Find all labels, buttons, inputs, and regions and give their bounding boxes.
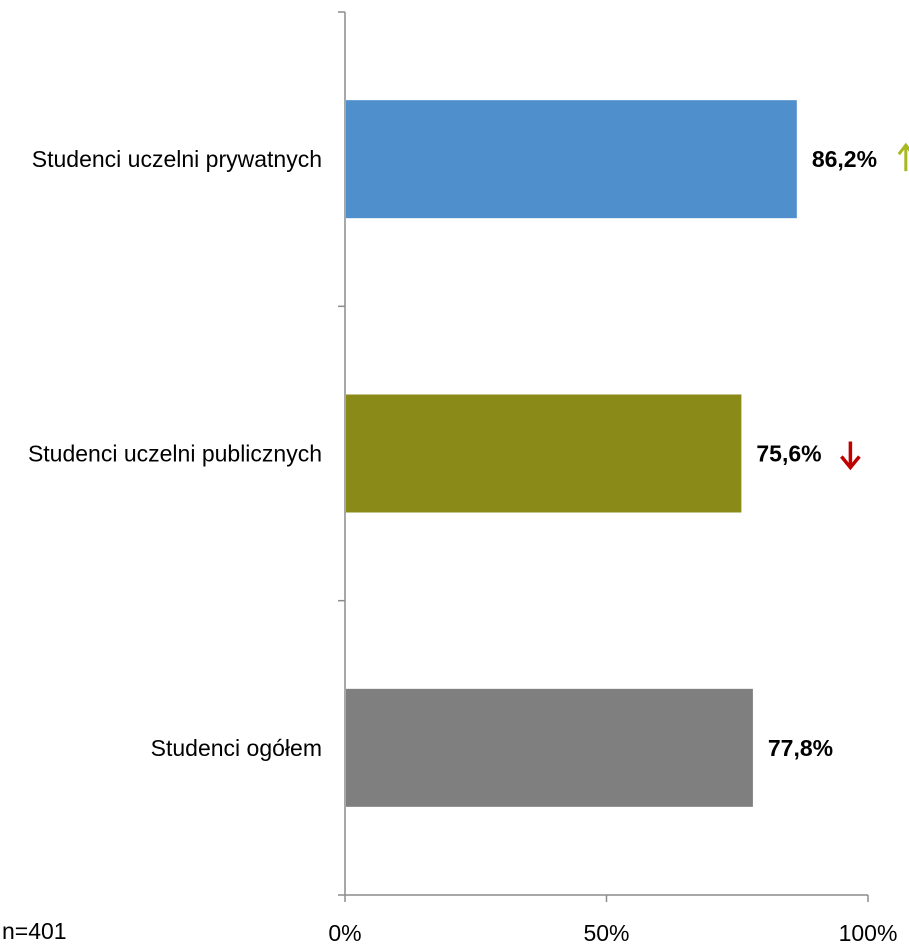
x-tick-label: 100% [839, 920, 898, 946]
category-label: Studenci ogółem [151, 735, 322, 761]
arrow-down-icon [840, 441, 861, 471]
sample-size-note: n=401 [2, 918, 67, 944]
bar [346, 100, 797, 219]
category-label: Studenci uczelni prywatnych [32, 146, 322, 172]
bars [346, 100, 797, 807]
bar [346, 394, 742, 513]
x-tick-label: 50% [583, 920, 629, 946]
value-label: 77,8% [768, 735, 833, 761]
labels: Studenci uczelni prywatnych 86,2% Studenci… [28, 142, 909, 761]
bar [346, 688, 753, 807]
arrow-up-icon [897, 142, 909, 172]
value-label: 75,6% [756, 441, 821, 467]
x-tick-label: 0% [328, 920, 361, 946]
value-label: 86,2% [812, 146, 877, 172]
category-label: Studenci uczelni publicznych [28, 441, 322, 467]
axes: 0% 50% 100% [328, 11, 898, 946]
